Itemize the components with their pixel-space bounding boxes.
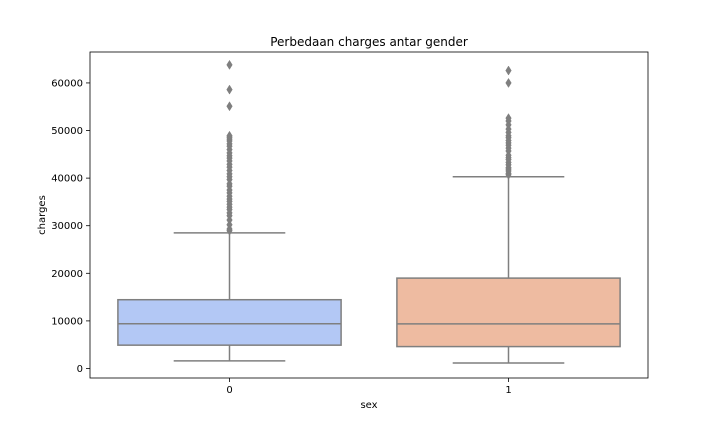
x-tick-label: 1: [505, 385, 511, 396]
outlier-point: [226, 101, 233, 112]
y-tick-label: 20000: [51, 269, 83, 280]
plot-frame: [89, 51, 649, 379]
y-axis-label: charges: [37, 195, 48, 235]
box-1: [396, 277, 621, 348]
outlier-point: [505, 65, 512, 76]
outlier-point: [505, 113, 512, 124]
box-group: [117, 59, 621, 364]
y-tick-label: 10000: [51, 316, 83, 327]
y-tick-label: 0: [77, 364, 83, 375]
y-tick-label: 30000: [51, 221, 83, 232]
outlier-point: [226, 130, 233, 141]
outlier-point: [226, 59, 233, 70]
chart-title: Perbedaan charges antar gender: [270, 35, 468, 49]
y-tick-label: 60000: [51, 78, 83, 89]
box-0: [117, 298, 342, 346]
x-tick-label: 0: [226, 385, 232, 396]
y-tick-label: 40000: [51, 174, 83, 185]
y-tick-label: 50000: [51, 126, 83, 137]
outlier-point: [226, 84, 233, 95]
y-axis: 0 10000 20000 30000 40000 50000 60000: [51, 78, 90, 375]
outlier-point: [505, 77, 512, 88]
x-axis-label: sex: [360, 400, 377, 411]
